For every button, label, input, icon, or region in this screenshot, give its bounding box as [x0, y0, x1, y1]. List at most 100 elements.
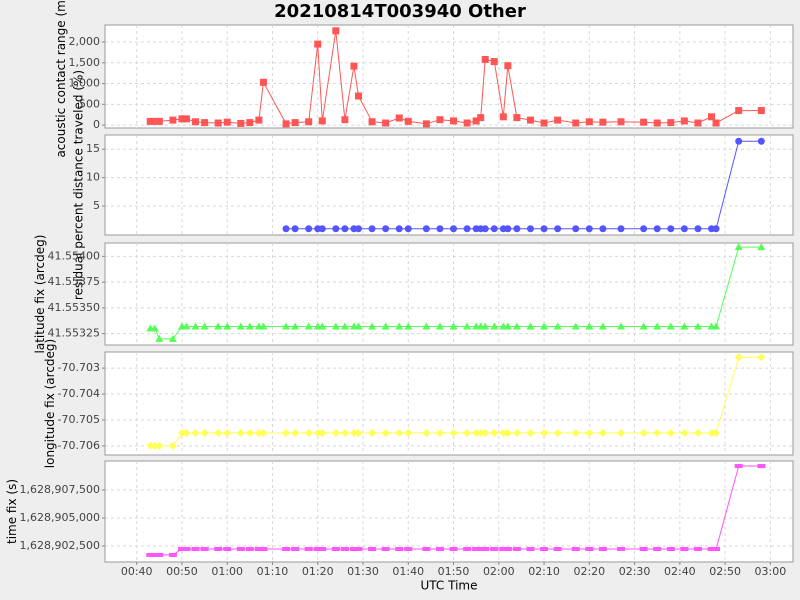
point [653, 547, 662, 552]
point [305, 118, 313, 126]
point [331, 428, 340, 437]
point [245, 322, 254, 330]
point [395, 225, 403, 233]
x-axis-label: UTC Time [421, 579, 478, 593]
y-tick-label: -70.704 [58, 387, 100, 400]
point [499, 547, 508, 552]
point [598, 547, 607, 552]
point [291, 119, 299, 127]
point [435, 428, 444, 437]
point [450, 117, 458, 125]
point [499, 113, 507, 121]
x-tick-label: 01:20 [302, 565, 334, 578]
point [734, 243, 743, 251]
y-tick-label: -70.703 [58, 361, 100, 374]
point [168, 334, 177, 342]
point [245, 428, 254, 437]
point [472, 428, 481, 437]
point [178, 115, 186, 123]
point [354, 225, 362, 233]
x-tick-label: 02:20 [573, 565, 605, 578]
plot-area [104, 242, 794, 346]
x-tick-label: 01:00 [211, 565, 243, 578]
y-tick-label: 2,000 [69, 35, 101, 48]
x-tick-label: 02:10 [528, 565, 560, 578]
point [693, 547, 702, 552]
point [259, 78, 267, 86]
point [540, 547, 549, 552]
point [639, 428, 648, 437]
point [313, 428, 322, 437]
point [499, 428, 508, 437]
point [146, 552, 155, 557]
point [200, 428, 209, 437]
point [639, 322, 648, 330]
point [540, 119, 548, 127]
point [395, 428, 404, 437]
point [512, 547, 521, 552]
point [513, 114, 521, 122]
point [223, 118, 231, 126]
point [436, 225, 444, 233]
point [540, 428, 549, 437]
point [463, 547, 472, 552]
point [341, 116, 349, 124]
y-tick-label: 1,628,902,500 [20, 539, 100, 552]
point [667, 119, 675, 127]
point [477, 114, 485, 122]
point [653, 225, 661, 233]
point [182, 547, 191, 552]
point [476, 428, 485, 437]
point [150, 441, 159, 450]
point [680, 322, 689, 330]
point [354, 428, 363, 437]
point [585, 322, 594, 330]
y-tick-label: 15 [86, 142, 100, 155]
point [236, 428, 245, 437]
point [331, 322, 340, 330]
point [214, 322, 223, 330]
point [504, 225, 512, 233]
point [422, 225, 430, 233]
data-line [286, 140, 762, 230]
point [236, 322, 245, 330]
y-tick-label: -70.705 [58, 413, 100, 426]
point [734, 464, 743, 469]
point [449, 547, 458, 552]
point [653, 322, 662, 330]
point [640, 225, 648, 233]
point [490, 58, 498, 66]
point [526, 322, 535, 330]
point [481, 55, 489, 63]
point [617, 225, 625, 233]
point [368, 428, 377, 437]
point [712, 119, 720, 127]
point [404, 117, 412, 125]
point [617, 322, 625, 330]
point [707, 547, 716, 552]
point [422, 547, 431, 552]
y-tick-label: 10 [86, 171, 100, 184]
point [598, 322, 607, 330]
x-tick-label: 02:00 [483, 565, 515, 578]
point [146, 441, 155, 450]
point [291, 428, 300, 437]
point [666, 428, 675, 437]
point [667, 225, 675, 233]
point [214, 547, 223, 552]
point [712, 428, 721, 437]
point [314, 40, 322, 48]
point [304, 322, 313, 330]
y-axis-label: residual percent distance traveled (%) [72, 70, 86, 300]
point [318, 322, 327, 330]
point [282, 428, 291, 437]
point [191, 547, 200, 552]
y-tick-label: 500 [79, 97, 100, 110]
point [435, 547, 444, 552]
point [318, 547, 327, 552]
y-tick-label: 1,628,907,500 [20, 483, 100, 496]
point [381, 428, 390, 437]
point [463, 119, 471, 127]
point [313, 547, 322, 552]
plot-area [104, 460, 794, 563]
